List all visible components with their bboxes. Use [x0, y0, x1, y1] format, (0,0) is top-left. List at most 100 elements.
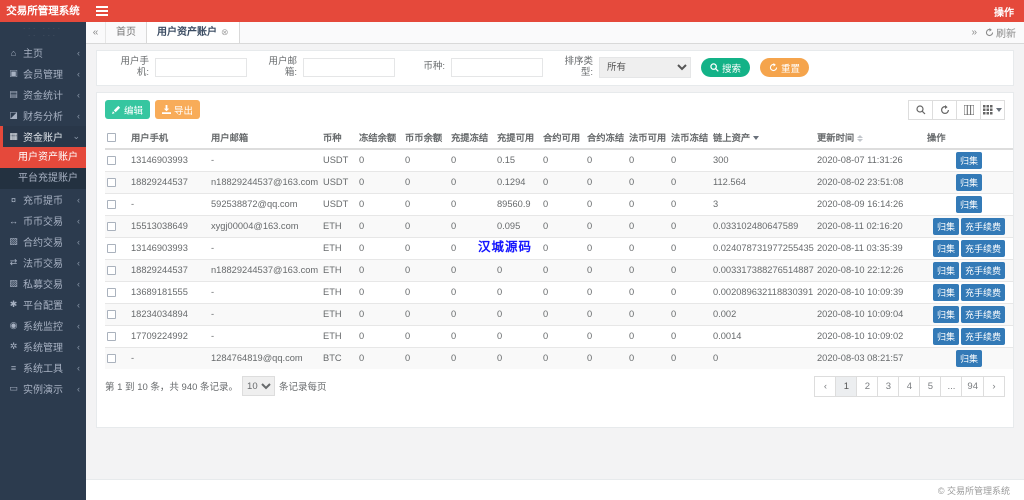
cell: 13689181555: [129, 280, 209, 304]
page-button-94[interactable]: 94: [961, 375, 984, 397]
sidebar-item-5[interactable]: ¤ 充币提币 ‹: [0, 189, 86, 210]
topbar-operations-menu[interactable]: 操作: [994, 7, 1014, 19]
cell: 0: [449, 236, 495, 260]
row-checkbox[interactable]: [107, 288, 116, 298]
page-button-4[interactable]: 4: [898, 375, 921, 397]
chevron-down-icon: ⌄: [72, 131, 80, 141]
cell: 0: [495, 346, 541, 369]
charge-fee-button[interactable]: 充手续费: [961, 239, 1006, 257]
tab-close-icon[interactable]: ⊗: [221, 27, 229, 37]
sidebar-item-label: 系统监控: [23, 322, 63, 333]
sidebar-item-14[interactable]: ▭ 实例演示 ‹: [0, 378, 86, 399]
cell: 0: [449, 346, 495, 369]
sidebar-item-7[interactable]: ▧ 合约交易 ‹: [0, 231, 86, 252]
sidebar-profile-placeholder: ··· ···· ·· ···: [23, 26, 63, 39]
collect-button[interactable]: 归集: [932, 261, 959, 279]
private-trade-icon: ▨: [9, 278, 18, 288]
collect-button[interactable]: 归集: [932, 239, 959, 257]
sidebar-subitem-1[interactable]: 平台充提账户: [0, 168, 86, 189]
per-page-label: 条记录每页: [279, 382, 327, 394]
row-checkbox[interactable]: [107, 178, 116, 188]
sidebar-item-6[interactable]: ↔ 币币交易 ‹: [0, 210, 86, 231]
sidebar-item-11[interactable]: ◉ 系统监控 ‹: [0, 315, 86, 336]
row-checkbox[interactable]: [107, 332, 116, 342]
column-header-label: 币种: [323, 132, 342, 143]
row-checkbox[interactable]: [107, 354, 116, 364]
tabs-scroll-left-icon[interactable]: «: [86, 22, 106, 43]
charge-fee-button[interactable]: 充手续费: [961, 217, 1006, 235]
search-icon: [710, 63, 719, 73]
coin-input[interactable]: [451, 58, 543, 78]
tabs-scroll-right-icon[interactable]: »: [971, 27, 977, 38]
page-button-5[interactable]: 5: [919, 375, 942, 397]
collect-button[interactable]: 归集: [955, 195, 982, 213]
refresh-icon: [985, 28, 994, 37]
table-search-toggle-button[interactable]: [908, 99, 933, 120]
sidebar-item-9[interactable]: ▨ 私募交易 ‹: [0, 273, 86, 294]
cell: 0: [541, 346, 585, 369]
sidebar-item-2[interactable]: ▤ 资金统计 ‹: [0, 84, 86, 105]
collect-button[interactable]: 归集: [955, 349, 982, 367]
sidebar-item-3[interactable]: ◪ 财务分析 ‹: [0, 105, 86, 126]
row-select-cell: [105, 214, 129, 238]
row-checkbox[interactable]: [107, 222, 116, 232]
sidebar-item-label: 私募交易: [23, 280, 63, 291]
fiat-trade-icon: ⇄: [9, 257, 18, 267]
menu-toggle-icon[interactable]: [96, 4, 108, 18]
reset-button[interactable]: 重置: [760, 58, 810, 78]
table-layout-dropdown-button[interactable]: [980, 99, 1005, 120]
chevron-left-icon: ‹: [77, 362, 80, 373]
sidebar-item-8[interactable]: ⇄ 法币交易 ‹: [0, 252, 86, 273]
sidebar-item-13[interactable]: ≡ 系统工具 ‹: [0, 357, 86, 378]
page-button-3[interactable]: 3: [877, 375, 900, 397]
tab-user-assets[interactable]: 用户资产账户 ⊗: [146, 22, 240, 43]
row-checkbox[interactable]: [107, 244, 116, 254]
charge-fee-button[interactable]: 充手续费: [961, 305, 1006, 323]
column-header-11[interactable]: 链上资产: [711, 125, 815, 150]
prev-page-button[interactable]: ‹: [814, 375, 837, 397]
sidebar-item-12[interactable]: ✲ 系统管理 ‹: [0, 336, 86, 357]
page-size-select[interactable]: 10: [242, 376, 276, 397]
charge-fee-button[interactable]: 充手续费: [961, 327, 1006, 345]
sidebar-item-4[interactable]: ▦ 资金账户 ⌄: [0, 126, 86, 147]
collect-button[interactable]: 归集: [932, 327, 959, 345]
select-all-checkbox[interactable]: [107, 132, 116, 142]
row-actions: 归集: [925, 170, 1013, 194]
row-checkbox[interactable]: [107, 156, 116, 166]
row-checkbox[interactable]: [107, 200, 116, 210]
charge-fee-button[interactable]: 充手续费: [961, 283, 1006, 301]
sidebar-subitem-0[interactable]: 用户资产账户: [0, 147, 86, 168]
page-button-1[interactable]: 1: [835, 375, 858, 397]
cell: ETH: [321, 258, 357, 282]
sort-type-select[interactable]: 所有: [599, 57, 691, 79]
spot-trade-icon: ↔: [9, 215, 18, 226]
cell: 0: [669, 346, 711, 369]
tab-home[interactable]: 首页: [116, 27, 136, 38]
cell: ETH: [321, 214, 357, 238]
table-columns-button[interactable]: [956, 99, 981, 120]
members-icon: ▣: [9, 68, 18, 78]
search-button[interactable]: 搜索: [701, 58, 751, 78]
collect-button[interactable]: 归集: [955, 151, 982, 169]
tab-refresh-button[interactable]: 刷新: [985, 25, 1016, 40]
collect-button[interactable]: 归集: [932, 305, 959, 323]
cell: n18829244537@163.com: [209, 170, 321, 194]
page-button-2[interactable]: 2: [856, 375, 879, 397]
column-header-12[interactable]: 更新时间: [815, 125, 925, 150]
collect-button[interactable]: 归集: [955, 173, 982, 191]
export-button[interactable]: 导出: [155, 100, 201, 120]
next-page-button[interactable]: ›: [983, 375, 1005, 397]
row-checkbox[interactable]: [107, 310, 116, 320]
edit-button[interactable]: 编辑: [105, 100, 151, 120]
row-checkbox[interactable]: [107, 266, 116, 276]
email-input[interactable]: [303, 58, 395, 78]
sidebar-item-1[interactable]: ▣ 会员管理 ‹: [0, 63, 86, 84]
phone-input[interactable]: [155, 58, 247, 78]
sidebar-item-10[interactable]: ✱ 平台配置 ‹: [0, 294, 86, 315]
collect-button[interactable]: 归集: [932, 283, 959, 301]
collect-button[interactable]: 归集: [932, 217, 959, 235]
sidebar-item-0[interactable]: ⌂ 主页 ‹: [0, 42, 86, 63]
chevron-left-icon: ‹: [77, 68, 80, 79]
table-refresh-button[interactable]: [932, 99, 957, 120]
charge-fee-button[interactable]: 充手续费: [961, 261, 1006, 279]
